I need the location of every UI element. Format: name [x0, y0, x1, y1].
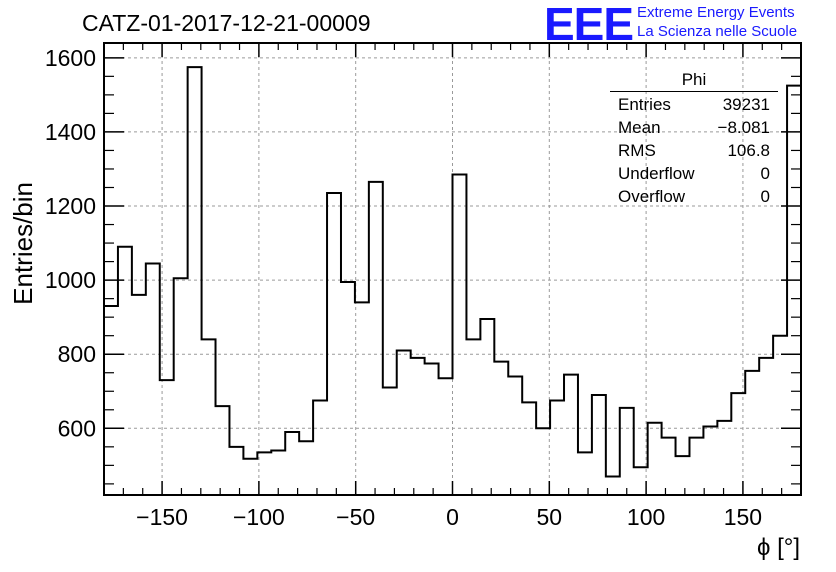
- y-tick-label: 1400: [45, 119, 96, 145]
- y-tick-label: 800: [58, 341, 96, 367]
- x-tick-label: 0: [446, 504, 459, 530]
- stats-row-underflow: Underflow 0: [610, 162, 778, 185]
- stats-row-rms: RMS 106.8: [610, 139, 778, 162]
- x-tick-label: 50: [537, 504, 563, 530]
- stats-row-entries: Entries 39231: [610, 93, 778, 116]
- x-tick-label: 100: [627, 504, 665, 530]
- eee-logo-text: Extreme Energy Events La Scienza nelle S…: [637, 3, 797, 41]
- axis-ticks: [103, 43, 802, 495]
- x-tick-label: −100: [233, 504, 285, 530]
- x-tick-label: 150: [724, 504, 762, 530]
- stats-row-overflow: Overflow 0: [610, 185, 778, 208]
- x-tick-label: −50: [336, 504, 375, 530]
- y-tick-label: 1600: [45, 45, 96, 71]
- stats-title: Phi: [610, 70, 778, 92]
- x-axis-label: ϕ [°]: [756, 534, 800, 561]
- stats-value: 0: [760, 164, 770, 183]
- eee-logo-mark: EEE: [544, 0, 634, 50]
- logo-line-1: Extreme Energy Events: [637, 4, 795, 21]
- stats-value: 106.8: [727, 141, 770, 160]
- x-tick-label: −150: [136, 504, 188, 530]
- stats-value: 0: [760, 187, 770, 206]
- x-tick-labels: −150 −100 −50 0 50 100 150: [136, 504, 762, 530]
- stats-value: 39231: [722, 95, 770, 114]
- stats-label: Mean: [618, 118, 661, 137]
- histogram-line: [104, 66, 801, 478]
- stats-label: Underflow: [618, 164, 695, 183]
- y-tick-label: 1200: [45, 193, 96, 219]
- stats-value: −8.081: [717, 118, 770, 137]
- stats-box: Phi Entries 39231 Mean −8.081 RMS 106.8 Und…: [610, 70, 778, 208]
- stats-row-mean: Mean −8.081: [610, 116, 778, 139]
- stats-label: Overflow: [618, 187, 686, 206]
- chart-title: CATZ-01-2017-12-21-00009: [82, 10, 371, 36]
- y-axis-label: Entries/bin: [8, 182, 38, 305]
- y-tick-label: 600: [58, 415, 96, 441]
- stats-label: RMS: [618, 141, 656, 160]
- y-tick-labels: 600 800 1000 1200 1400 1600: [45, 45, 96, 441]
- logo-line-2: La Scienza nelle Scuole: [637, 23, 798, 40]
- y-tick-label: 1000: [45, 267, 96, 293]
- stats-label: Entries: [618, 95, 671, 114]
